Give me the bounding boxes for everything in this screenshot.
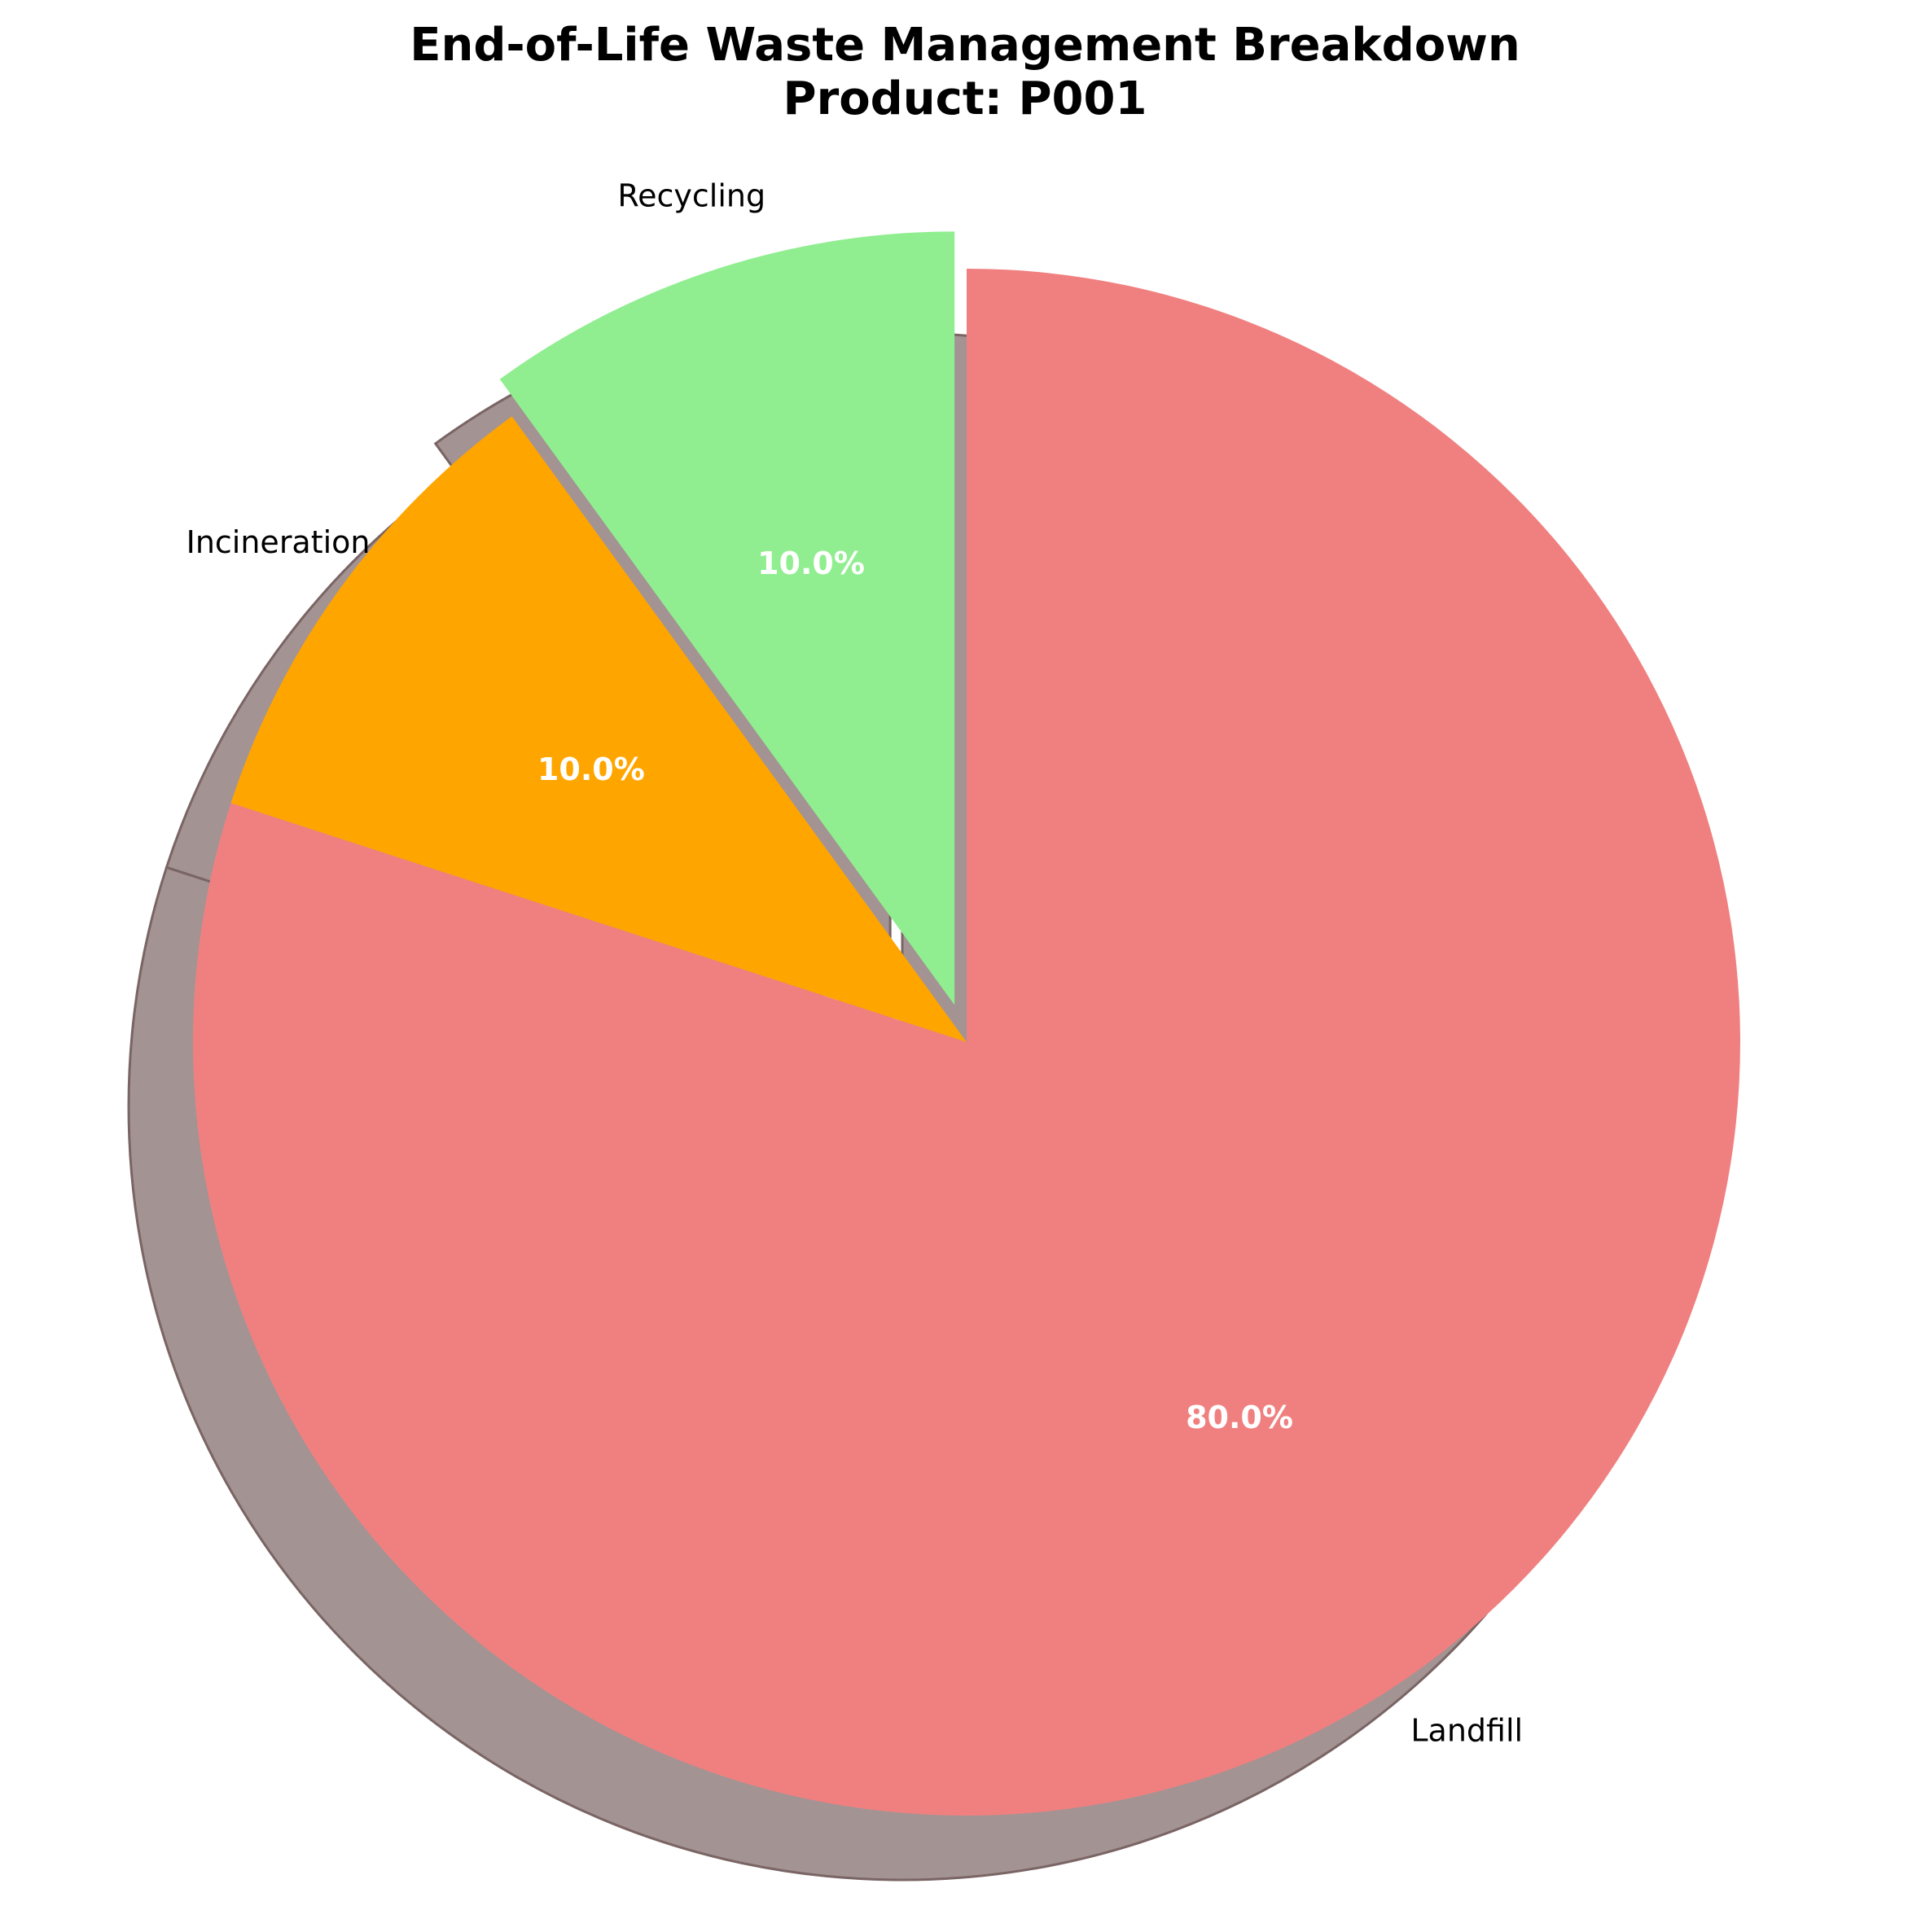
chart-title: End-of-Life Waste Management Breakdown [410,19,1520,72]
chart-subtitle: Product: P001 [783,72,1147,125]
pie-slice-recycling [499,231,955,1005]
pct-label-landfill: 80.0% [1186,1400,1293,1435]
slice-label-incineration: Incineration [186,524,371,560]
pie-slice-incineration [230,416,967,1043]
pct-label-incineration: 10.0% [537,751,645,787]
pct-label-recycling: 10.0% [757,545,865,581]
slice-label-recycling: Recycling [617,177,765,213]
label-layer: 10.0% Recycling 10.0% Incineration 80.0% Land… [186,177,1523,1748]
slice-layer [193,231,1741,1816]
slice-label-landfill: Landfill [1410,1712,1523,1748]
pie-slice-landfill [193,269,1741,1816]
